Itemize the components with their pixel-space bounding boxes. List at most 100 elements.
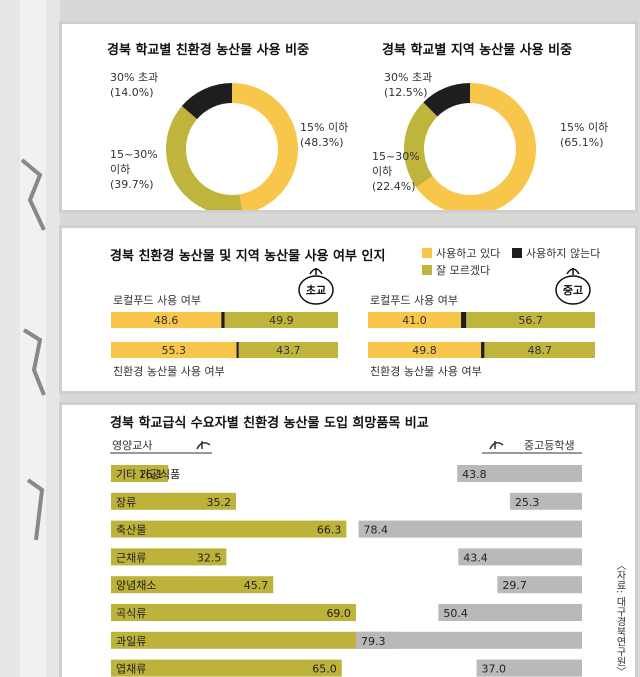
value-label-right: 50.4	[443, 607, 468, 620]
stack-segment	[236, 342, 239, 358]
category-label: 엽채류	[116, 663, 146, 676]
legend-label: 사용하지 않는다	[526, 246, 600, 260]
category-label: 과일류	[116, 634, 146, 648]
segment-value: 55.3	[162, 344, 187, 357]
stack-segment	[111, 342, 237, 358]
leaf-icon	[309, 268, 323, 275]
category-label: 양념채소	[116, 579, 156, 592]
bar-right	[457, 465, 582, 482]
legend-label: 사용하고 있다	[436, 246, 500, 260]
stack-segment	[221, 312, 225, 328]
segment-value: 43.7	[276, 344, 301, 357]
legend-swatch	[512, 248, 522, 258]
bar-right	[438, 604, 582, 621]
category-label: 근채류	[116, 551, 146, 564]
value-label-left: 65.0	[312, 663, 337, 676]
value-label-right: 37.0	[482, 663, 507, 676]
row-label: 친환경 농산물 사용 여부	[113, 365, 225, 378]
source-note: 〈자료: 대구경북연구원〉	[614, 560, 625, 677]
preference-panel: 경북 학교급식 수요자별 친환경 농산물 도입 희망품목 비교 영양교사 중고등학생…	[62, 405, 635, 677]
value-label-right: 43.8	[462, 468, 487, 481]
stack-segment	[466, 312, 595, 328]
stack-segment	[238, 342, 338, 358]
badge-icon	[555, 275, 591, 305]
chart-title: 경북 학교별 친환경 농산물 사용 비중	[107, 42, 309, 58]
bar-right	[458, 548, 582, 566]
stack-segment	[481, 342, 485, 358]
pie-slice	[181, 83, 232, 120]
chart-title: 경북 학교별 지역 농산물 사용 비중	[382, 42, 572, 58]
pie-slice	[404, 102, 438, 188]
category-label: 축산물	[116, 524, 146, 537]
pie-slice	[423, 83, 470, 117]
slice-label: 30% 초과	[384, 71, 432, 84]
value-label-right: 25.3	[515, 496, 540, 509]
decorative-pillar	[0, 0, 60, 677]
slice-label: 이하	[372, 164, 392, 178]
stack-segment	[484, 342, 595, 358]
bar-left	[111, 576, 274, 594]
slice-label: (65.1%)	[560, 136, 604, 149]
chart-title: 경북 친환경 농산물 및 지역 농산물 사용 여부 인지	[110, 248, 385, 264]
right-series-label: 중고등학생	[524, 439, 575, 452]
bar-right	[497, 576, 582, 594]
bar-right	[509, 492, 582, 510]
row-label: 로컬푸드 사용 여부	[370, 294, 458, 307]
value-label-left: 45.7	[244, 579, 268, 592]
donut-chart-school: 경북 학교별 친환경 농산물 사용 비중 15% 이하 (48.3%) 15~30%이…	[107, 42, 348, 210]
pie-slice	[232, 83, 298, 210]
value-label-left: 16.1	[139, 468, 164, 481]
row-label: 친환경 농산물 사용 여부	[370, 365, 482, 378]
slice-label: (39.7%)	[110, 178, 154, 191]
donut-chart-local: 경북 학교별 지역 농산물 사용 비중 15% 이하 (65.1%) 15~30%이하…	[372, 42, 608, 210]
segment-value: 49.9	[269, 314, 294, 327]
leaf-icon	[489, 441, 504, 450]
legend-swatch	[422, 265, 432, 275]
bar-left	[111, 465, 169, 482]
bar-left	[111, 520, 347, 538]
stack-segment	[461, 312, 467, 328]
slice-label: 이하	[110, 162, 130, 176]
slice-label: (48.3%)	[300, 136, 344, 149]
value-label-right: 79.3	[361, 635, 386, 648]
badge-label: 초교	[306, 284, 326, 297]
bar-right	[355, 631, 582, 649]
stack-segment	[368, 342, 482, 358]
row-label: 로컬푸드 사용 여부	[113, 294, 201, 307]
stack-segment	[224, 312, 338, 328]
donut-panel: 경북 학교별 친환경 농산물 사용 비중 15% 이하 (48.3%) 15~30% 이…	[62, 24, 635, 210]
slice-label: 30% 초과	[110, 71, 158, 84]
category-label: 곡식류	[116, 607, 146, 620]
bar-left	[111, 492, 236, 510]
leaf-icon	[196, 441, 211, 450]
category-label: 기타 가공식품	[116, 468, 180, 481]
slice-label: (12.5%)	[384, 86, 428, 99]
category-label: 장류	[116, 496, 136, 509]
value-label-left: 69.0	[326, 607, 351, 620]
segment-value: 41.0	[402, 314, 427, 327]
slice-label: 15~30%	[110, 148, 158, 161]
pie-slice	[166, 106, 243, 210]
pie-slice	[416, 83, 536, 210]
badge-label: 중고	[563, 284, 583, 297]
value-label-right: 29.7	[502, 579, 526, 592]
segment-value: 48.6	[154, 314, 179, 327]
value-label-right: 78.4	[364, 524, 389, 537]
value-label-right: 43.4	[463, 551, 488, 564]
legend-swatch	[422, 248, 432, 258]
left-series-label: 영양교사	[112, 439, 152, 452]
slice-label: 15~30%	[372, 150, 420, 163]
slice-label: 15% 이하	[560, 120, 608, 134]
bar-right	[476, 659, 582, 677]
stack-segment	[111, 312, 222, 328]
badge-icon	[298, 275, 334, 305]
bar-left	[111, 548, 227, 566]
bar-right	[358, 520, 582, 538]
legend-label: 잘 모르겠다	[436, 264, 490, 277]
bar-left	[111, 631, 395, 649]
value-label-left: 66.3	[317, 524, 342, 537]
awareness-stacked-bar-chart: 경북 친환경 농산물 및 지역 농산물 사용 여부 인지 사용하고 있다 사용하지 …	[110, 246, 600, 378]
leaf-icon	[566, 268, 580, 275]
segment-value: 49.8	[412, 344, 437, 357]
